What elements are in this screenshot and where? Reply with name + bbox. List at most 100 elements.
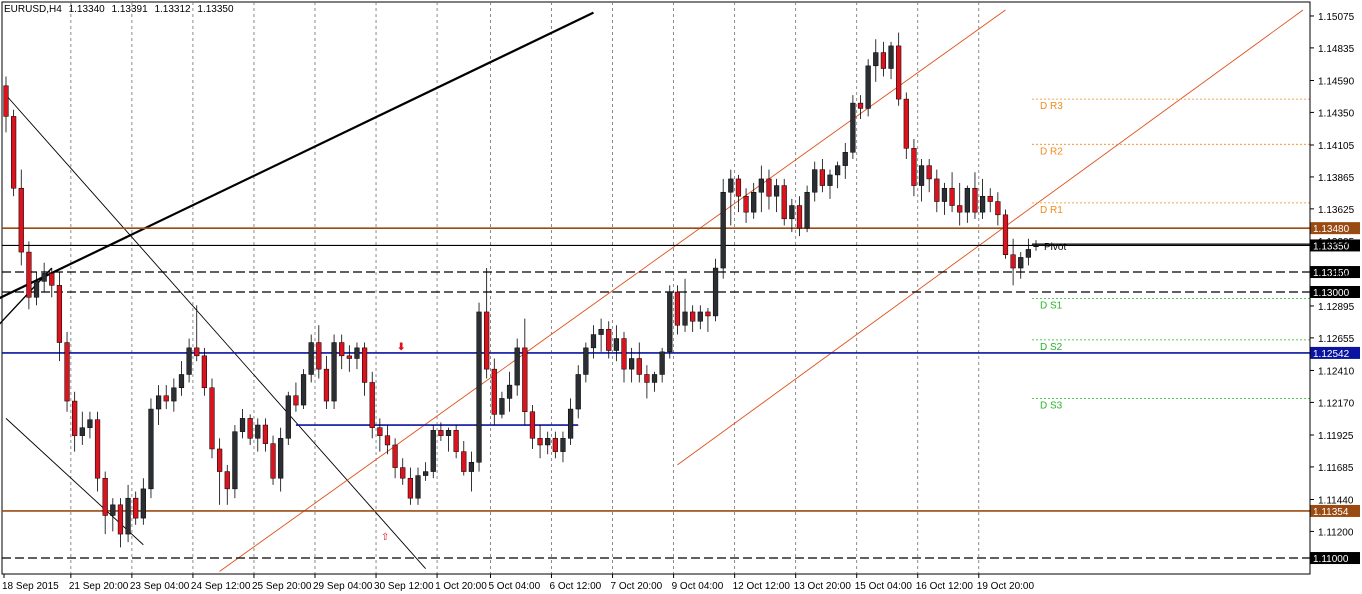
candle-body xyxy=(26,251,32,298)
candle-body xyxy=(262,424,269,444)
level-tag-label: 1.12542 xyxy=(1313,349,1350,360)
candlesticks xyxy=(3,32,1039,548)
price-tick-label: 1.13625 xyxy=(1318,205,1355,216)
candle-body xyxy=(255,424,261,439)
candle-body xyxy=(239,418,246,432)
candle-body xyxy=(117,504,124,535)
price-tick-label: 1.12170 xyxy=(1318,398,1355,409)
candle-body xyxy=(827,174,833,186)
candle-body xyxy=(560,438,566,452)
candle-body xyxy=(278,438,284,479)
close-value: 1.13350 xyxy=(197,4,234,15)
candle-body xyxy=(384,435,391,446)
candle-body xyxy=(423,471,429,476)
candle-body xyxy=(1002,214,1009,255)
price-tick-label: 1.12895 xyxy=(1318,302,1355,313)
candle-body xyxy=(316,342,322,370)
candle-body xyxy=(346,355,352,359)
candle-body xyxy=(590,334,597,349)
candle-body xyxy=(621,338,627,370)
trendline-diag-upper xyxy=(5,94,426,569)
candle-body xyxy=(491,368,497,415)
price-tick-label: 1.14350 xyxy=(1318,108,1355,119)
candle-body xyxy=(957,205,963,213)
price-tick-label: 1.12655 xyxy=(1318,334,1355,345)
candle-body xyxy=(796,205,803,229)
candle-body xyxy=(400,467,406,479)
candle-body xyxy=(850,102,856,153)
candle-body xyxy=(583,347,589,375)
time-tick-label: 29 Sep 04:00 xyxy=(313,581,373,592)
level-tag-label: 1.13150 xyxy=(1313,268,1350,279)
pivot-level-label: D R3 xyxy=(1040,101,1063,112)
candle-body xyxy=(377,427,383,436)
candle-body xyxy=(888,45,894,69)
candle-body xyxy=(323,368,330,402)
time-tick-label: 9 Oct 04:00 xyxy=(672,581,724,592)
candle-body xyxy=(682,311,688,326)
trendlines xyxy=(0,9,1304,572)
candle-body xyxy=(3,85,9,117)
candle-body xyxy=(476,311,482,463)
horizontal-levels: 1.13480 1.13350 1.13150 1.13000 1.12542 1.113… xyxy=(2,222,1360,565)
candle-body xyxy=(964,187,970,213)
level-tag xyxy=(1310,552,1360,565)
candle-body xyxy=(178,374,185,389)
time-tick-label: 21 Sep 20:00 xyxy=(69,581,129,592)
candle-body xyxy=(552,438,558,452)
candle-body xyxy=(506,384,513,399)
pivot-level-label: D S2 xyxy=(1040,342,1063,353)
candle-body xyxy=(461,451,467,472)
grid-lines xyxy=(1,1,1311,575)
candle-body xyxy=(354,347,360,359)
price-tick-label: 1.13865 xyxy=(1318,173,1355,184)
candle-body xyxy=(606,328,612,351)
candle-body xyxy=(598,328,604,335)
candle-body xyxy=(1033,245,1039,248)
candle-body xyxy=(430,430,436,472)
candle-body xyxy=(140,488,146,519)
candle-body xyxy=(758,178,764,193)
time-axis: 18 Sep 2015 21 Sep 20:00 23 Sep 04:00 24 Se… xyxy=(2,573,1310,592)
pivot-level-label: D S3 xyxy=(1040,400,1063,411)
price-tick-label: 1.13140 xyxy=(1318,269,1355,280)
candle-body xyxy=(735,178,742,197)
candle-body xyxy=(300,374,307,406)
candle-body xyxy=(484,311,490,370)
candle-body xyxy=(926,165,932,180)
candle-body xyxy=(339,342,345,357)
candle-body xyxy=(659,351,665,375)
level-tag-label: 1.11000 xyxy=(1313,554,1349,565)
candle-body xyxy=(110,504,116,516)
price-tick-label: 1.14590 xyxy=(1318,76,1355,87)
price-tick-label: 1.15075 xyxy=(1318,12,1355,23)
candle-body xyxy=(697,311,703,322)
candle-body xyxy=(789,205,795,220)
candle-body xyxy=(49,273,55,286)
candle-body xyxy=(522,347,528,412)
candle-body xyxy=(651,374,658,383)
candle-body xyxy=(819,169,825,186)
time-tick-label: 23 Sep 04:00 xyxy=(130,581,190,592)
candle-body xyxy=(293,395,299,406)
price-axis: 1.15075 1.14835 1.14590 1.14350 1.14105 1.138… xyxy=(1309,2,1355,574)
candle-body xyxy=(995,201,1001,216)
candle-body xyxy=(751,191,757,213)
candle-body xyxy=(911,148,917,186)
candle-body xyxy=(125,497,131,535)
chart-header: EURUSD,H4 1.13340 1.13391 1.13312 1.1335… xyxy=(4,4,238,15)
candle-body xyxy=(705,311,711,317)
candle-body xyxy=(514,347,520,386)
candle-body xyxy=(537,438,543,446)
symbol-label: EURUSD,H4 xyxy=(4,4,62,15)
candle-body xyxy=(949,187,955,206)
candle-body xyxy=(781,185,787,220)
candle-body xyxy=(308,342,314,375)
time-tick-label: 12 Oct 12:00 xyxy=(733,581,791,592)
candle-body xyxy=(415,475,421,499)
high-value: 1.13391 xyxy=(111,4,148,15)
candle-body xyxy=(407,477,413,499)
time-tick-label: 30 Sep 12:00 xyxy=(374,581,434,592)
candle-body xyxy=(41,273,47,282)
